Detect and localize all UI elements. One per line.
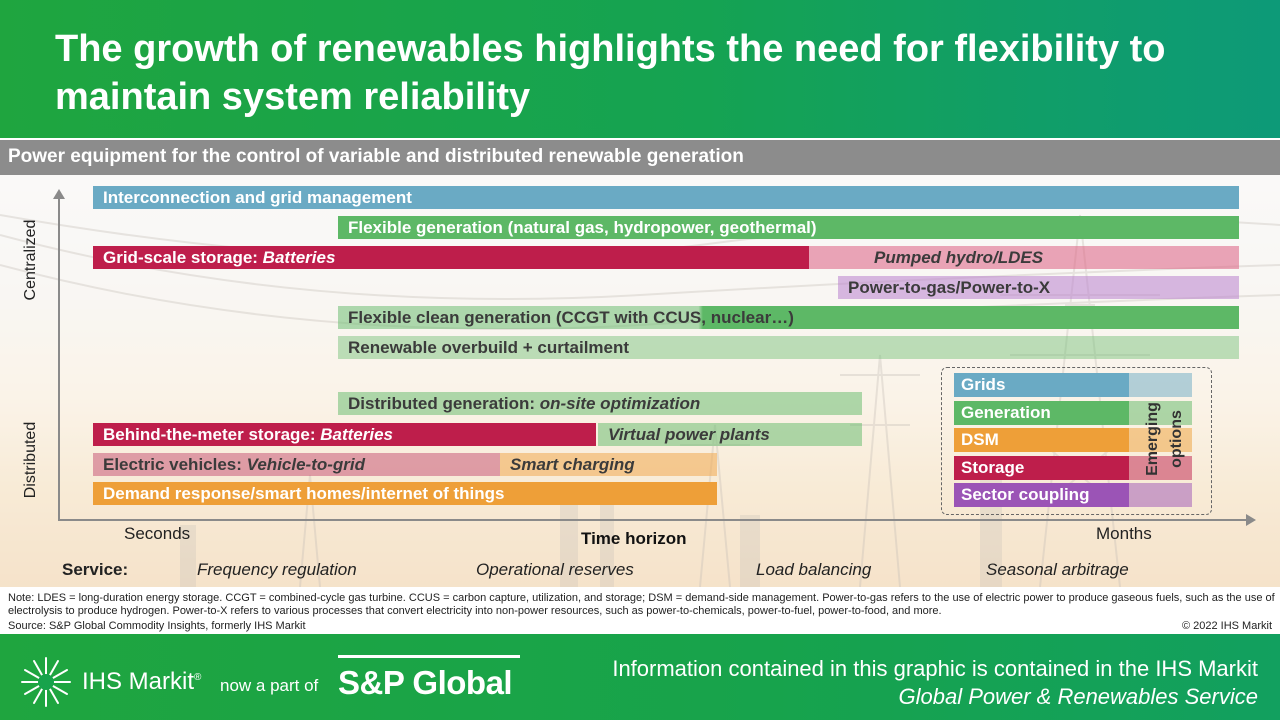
service-label: Service:: [62, 560, 129, 579]
subtitle-bar: Power equipment for the control of varia…: [0, 140, 1280, 175]
x-axis: [58, 514, 1256, 526]
footer: IHS Markit® now a part of S&P Global Inf…: [0, 634, 1280, 720]
subtitle: Power equipment for the control of varia…: [8, 146, 744, 167]
ihs-markit-brand: IHS Markit®: [82, 668, 202, 695]
bar-grid-scale-storage: Grid-scale storage: Batteries: [93, 246, 809, 269]
legend-item-sector-coupling: Sector coupling: [954, 483, 1192, 507]
x-axis-label-right: Months: [1096, 524, 1152, 543]
legend-item-storage: Storage: [954, 456, 1192, 480]
service-seasonal-arbitrage: Seasonal arbitrage: [986, 560, 1129, 579]
now-part-of-text: now a part of: [220, 676, 319, 695]
bar-distributed-generation: Distributed generation: on-site optimiza…: [338, 392, 862, 415]
service-load-balancing: Load balancing: [756, 560, 872, 579]
sp-global-logo: S&P Global: [338, 655, 520, 702]
bar-flexible-generation: Flexible generation (natural gas, hydrop…: [338, 216, 1239, 239]
bar-behind-the-meter-storage: Behind-the-meter storage: Batteries: [93, 423, 596, 446]
footer-info-line2: Global Power & Renewables Service: [898, 684, 1258, 709]
bar-demand-response: Demand response/smart homes/internet of …: [93, 482, 717, 505]
bar-electric-vehicles: Electric vehicles: Vehicle-to-grid: [93, 453, 500, 476]
legend-box: [941, 367, 1212, 515]
legend-item-grids: Grids: [954, 373, 1192, 397]
bar-virtual-power-plants: Virtual power plants: [598, 423, 862, 446]
bar-renewable-overbuild: Renewable overbuild + curtailment: [338, 336, 1239, 359]
y-axis-label-top: Centralized: [22, 219, 39, 301]
header: The growth of renewables highlights the …: [0, 0, 1280, 138]
legend-emerging-options: Emerging options: [1143, 402, 1185, 476]
footer-info-line1: Information contained in this graphic is…: [612, 656, 1258, 681]
legend-item-dsm: DSM: [954, 428, 1192, 452]
x-axis-label-left: Seconds: [124, 524, 191, 543]
ihs-markit-logo-icon: [21, 657, 71, 707]
y-axis-label-bottom: Distributed: [22, 421, 39, 499]
legend-item-generation: Generation: [954, 401, 1192, 425]
service-operational-reserves: Operational reserves: [476, 560, 634, 579]
bar-smart-charging: Smart charging: [500, 453, 717, 476]
footnote: Note: LDES = long-duration energy storag…: [8, 592, 1275, 617]
copyright: © 2022 IHS Markit: [1181, 620, 1272, 632]
bar-power-to-gas: Power-to-gas/Power-to-X: [838, 276, 1239, 299]
page-title: The growth of renewables highlights the …: [55, 28, 1166, 118]
service-frequency-regulation: Frequency regulation: [197, 560, 357, 579]
bar-flexible-clean-generation: Flexible clean generation (CCGT with CCU…: [338, 306, 1239, 329]
y-axis: [53, 189, 65, 520]
source-note: Source: S&P Global Commodity Insights, f…: [8, 620, 306, 632]
x-axis-title: Time horizon: [581, 529, 687, 548]
bar-interconnection: Interconnection and grid management: [93, 186, 1239, 209]
bar-pumped-hydro: Pumped hydro/LDES: [809, 246, 1239, 269]
